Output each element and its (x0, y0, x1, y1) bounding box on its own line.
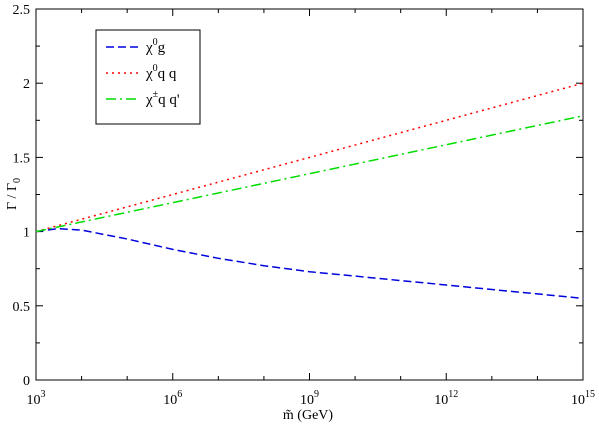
x-axis-label: m̃ (GeV) (283, 408, 333, 423)
x-tick-label: 1015 (571, 389, 595, 408)
y-tick-label: 1.5 (13, 151, 31, 166)
x-tick-label: 109 (300, 389, 319, 408)
series-line-3 (35, 115, 584, 233)
y-axis-label-sub: 0 (12, 178, 23, 183)
legend-label-3: χ±q q' (145, 89, 180, 108)
x-tick-label: 106 (163, 389, 182, 408)
series-lines (35, 82, 584, 300)
series-line-2 (35, 82, 584, 233)
series-line-1 (35, 227, 584, 300)
legend-box (95, 29, 201, 125)
y-tick-label: 0 (23, 374, 30, 389)
legend-label-1: χ0g (145, 37, 166, 56)
y-tick-label: 2 (23, 77, 30, 92)
legend-label-2: χ0q q (145, 63, 177, 82)
y-tick-label: 2.5 (13, 3, 31, 18)
x-axis: 103 106 109 1012 1015 (27, 9, 595, 408)
y-axis: 0 0.5 1 1.5 2 2.5 (13, 3, 583, 389)
y-axis-label-main: Γ / Γ (5, 183, 20, 210)
x-tick-label: 1012 (434, 389, 458, 408)
legend: χ0g χ0q q χ±q q' (95, 29, 201, 125)
y-tick-label: 0.5 (13, 300, 31, 315)
x-tick-label: 103 (27, 389, 46, 408)
y-tick-label: 1 (23, 226, 30, 241)
y-axis-label: Γ / Γ0 (5, 178, 23, 210)
